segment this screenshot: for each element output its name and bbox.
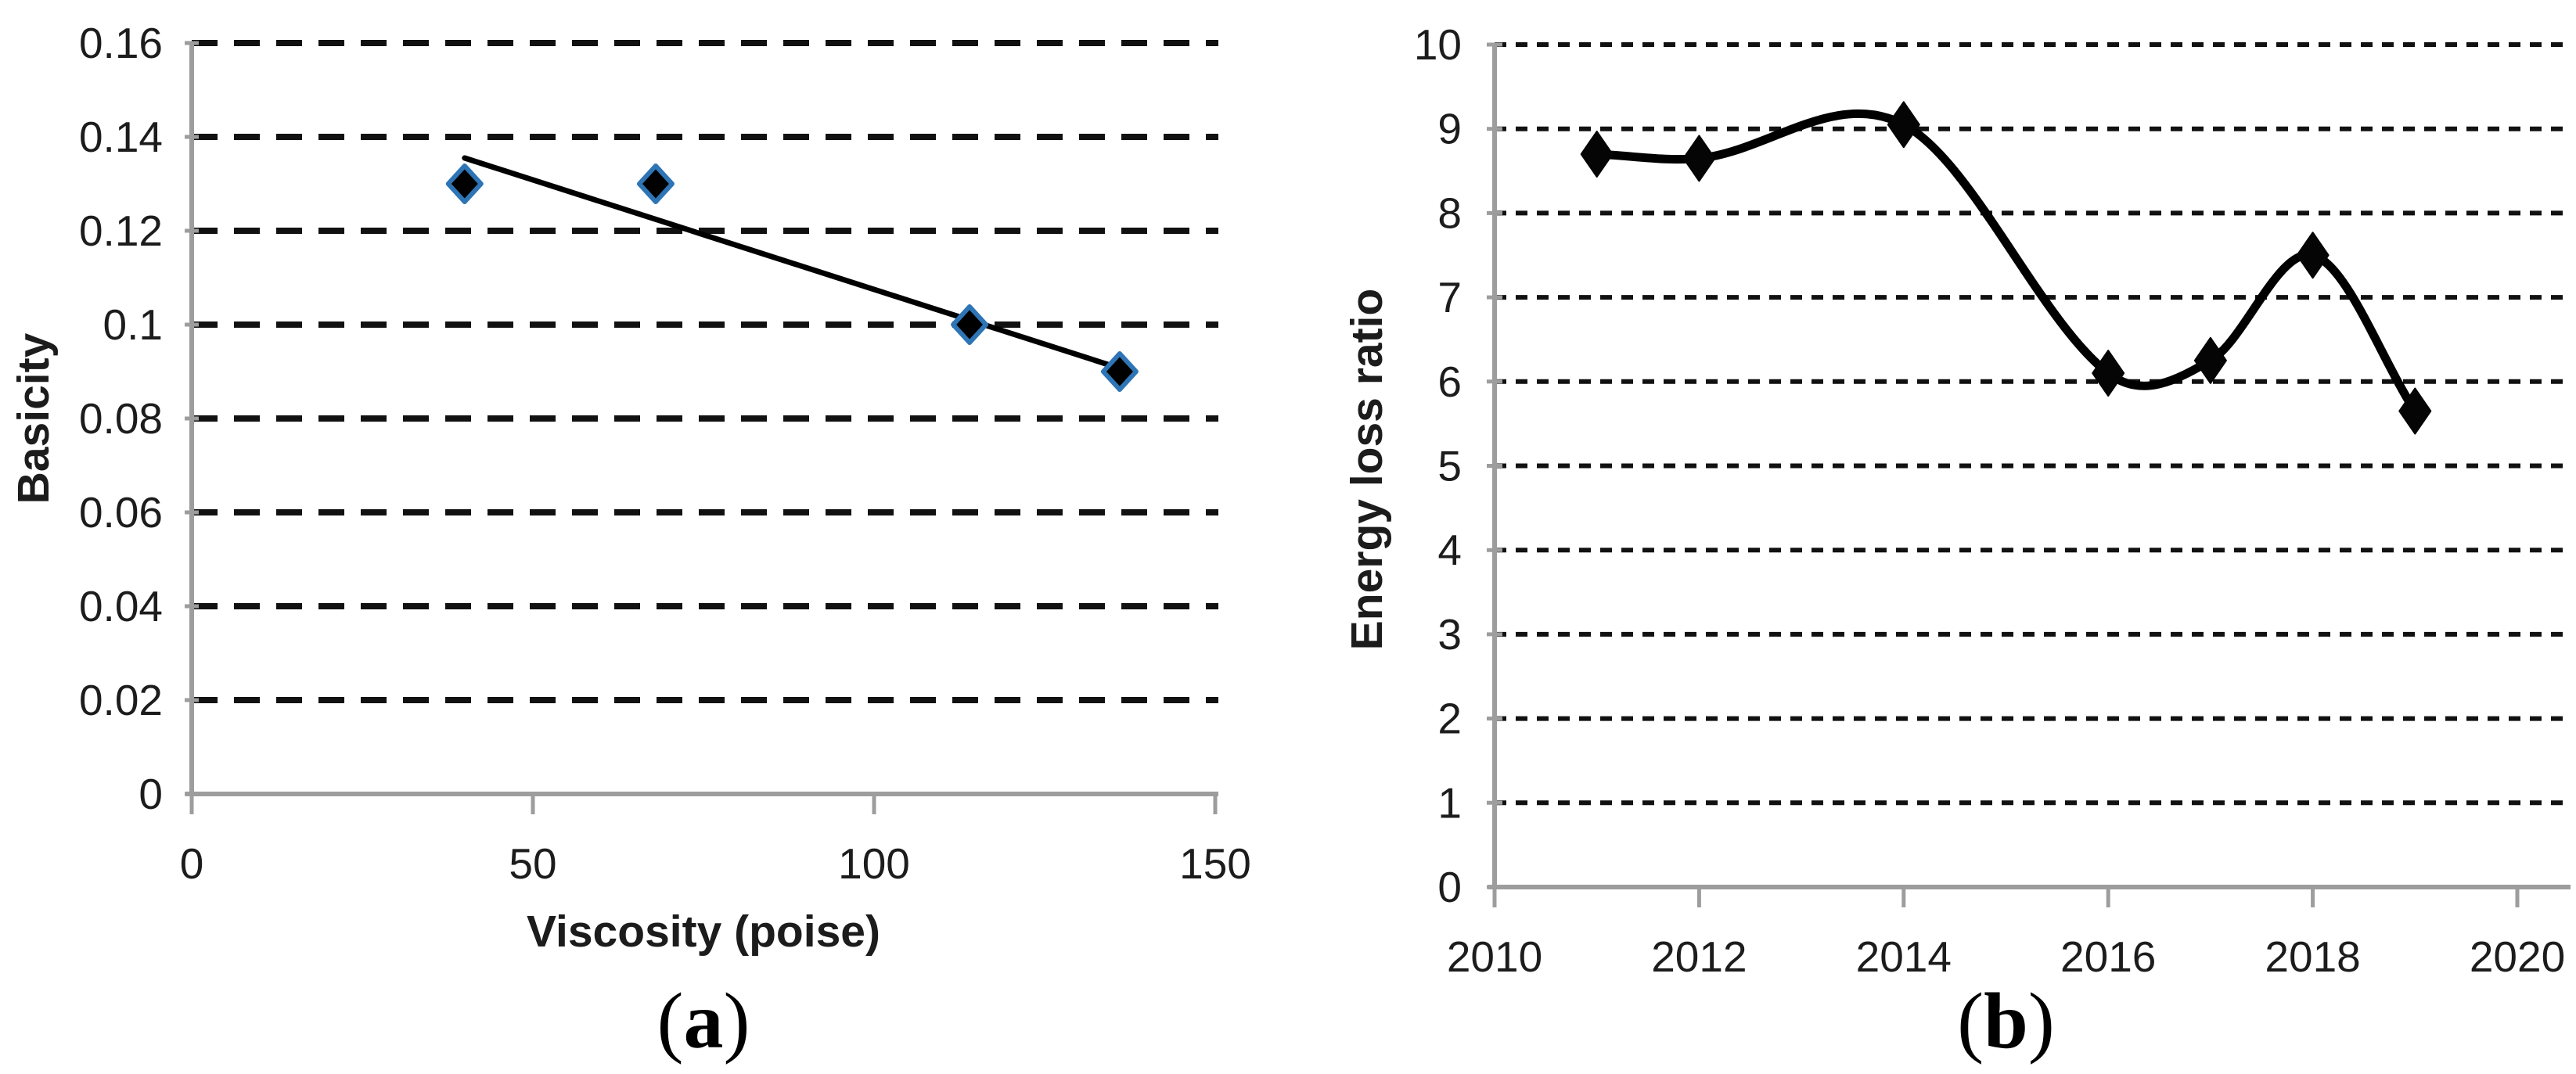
y-tick-label: 0.1 [103,300,163,349]
y-tick-label: 3 [1437,610,1462,659]
y-tick-label: 1 [1437,778,1462,827]
y-tick-label: 6 [1437,357,1462,406]
chart-b-y-axis-title: Energy loss ratio [1342,289,1392,651]
y-tick-label: 0 [1437,863,1462,911]
caption-a-letter: a [683,977,724,1065]
x-tick-label: 2018 [2265,932,2360,981]
y-tick-label: 7 [1437,273,1462,321]
y-tick-label: 0.16 [79,19,163,67]
x-tick-label: 100 [838,839,910,888]
y-tick-label: 0.02 [79,676,163,724]
chart-a-x-axis-title: Viscosity (poise) [527,907,880,957]
y-tick-label: 0.08 [79,394,163,443]
caption-a-close-paren: ) [723,977,750,1065]
series-line [1592,109,2419,415]
data-point-marker [2398,387,2432,435]
y-tick-label: 8 [1437,189,1462,237]
y-tick-label: 9 [1437,105,1462,153]
y-tick-label: 2 [1437,695,1462,743]
data-point-marker [951,304,989,345]
y-tick-label: 10 [1414,20,1462,69]
data-point-marker [1682,135,1716,182]
caption-a-open-paren: ( [657,977,684,1065]
chart-a-plot: 0 0.02 0.04 0.06 0.08 0.1 0.12 0.14 0.16 0 50 100 15… [9,19,1251,957]
x-tick-label: 50 [509,839,556,888]
data-point-marker [636,163,675,204]
data-point-marker [1580,131,1614,178]
x-tick-label: 2012 [1651,932,1747,981]
chart-a-y-axis-title: Basicity [9,332,59,504]
data-point-marker [2296,232,2330,279]
caption-b-open-paren: ( [1957,977,1984,1065]
caption-b-close-paren: ) [2027,977,2055,1065]
data-point-marker [1887,101,1920,149]
trendline [462,155,1133,375]
data-point-marker [1100,351,1139,392]
chart-a-figure: 0 0.02 0.04 0.06 0.08 0.1 0.12 0.14 0.16 0 50 100 15… [9,19,1251,957]
x-tick-label: 0 [180,839,204,888]
x-tick-label: 2020 [2470,932,2565,981]
chart-b-caption: (b) [1495,976,2517,1074]
caption-b-letter: b [1984,977,2028,1065]
y-tick-label: 0.04 [79,582,163,630]
chart-a-caption: (a) [192,976,1215,1074]
data-point-marker [2092,350,2125,397]
y-tick-label: 5 [1437,442,1462,490]
chart-b-figure: 0 1 2 3 4 5 6 7 8 9 10 2010 2012 2014 2016 2018 2020 Ene… [1288,0,2576,1074]
x-tick-label: 2014 [1856,932,1952,981]
y-tick-label: 4 [1437,526,1462,574]
x-tick-label: 150 [1179,839,1251,888]
y-tick-label: 0.06 [79,488,163,537]
data-point-marker [2193,336,2227,384]
y-tick-label: 0.12 [79,207,163,255]
x-tick-label: 2016 [2060,932,2156,981]
chart-b-plot: 0 1 2 3 4 5 6 7 8 9 10 2010 2012 2014 2016 2018 2020 Ene… [1342,20,2571,981]
data-point-marker [445,163,484,204]
x-tick-label: 2010 [1447,932,1542,981]
y-tick-label: 0 [139,770,163,818]
y-tick-label: 0.14 [79,113,163,161]
